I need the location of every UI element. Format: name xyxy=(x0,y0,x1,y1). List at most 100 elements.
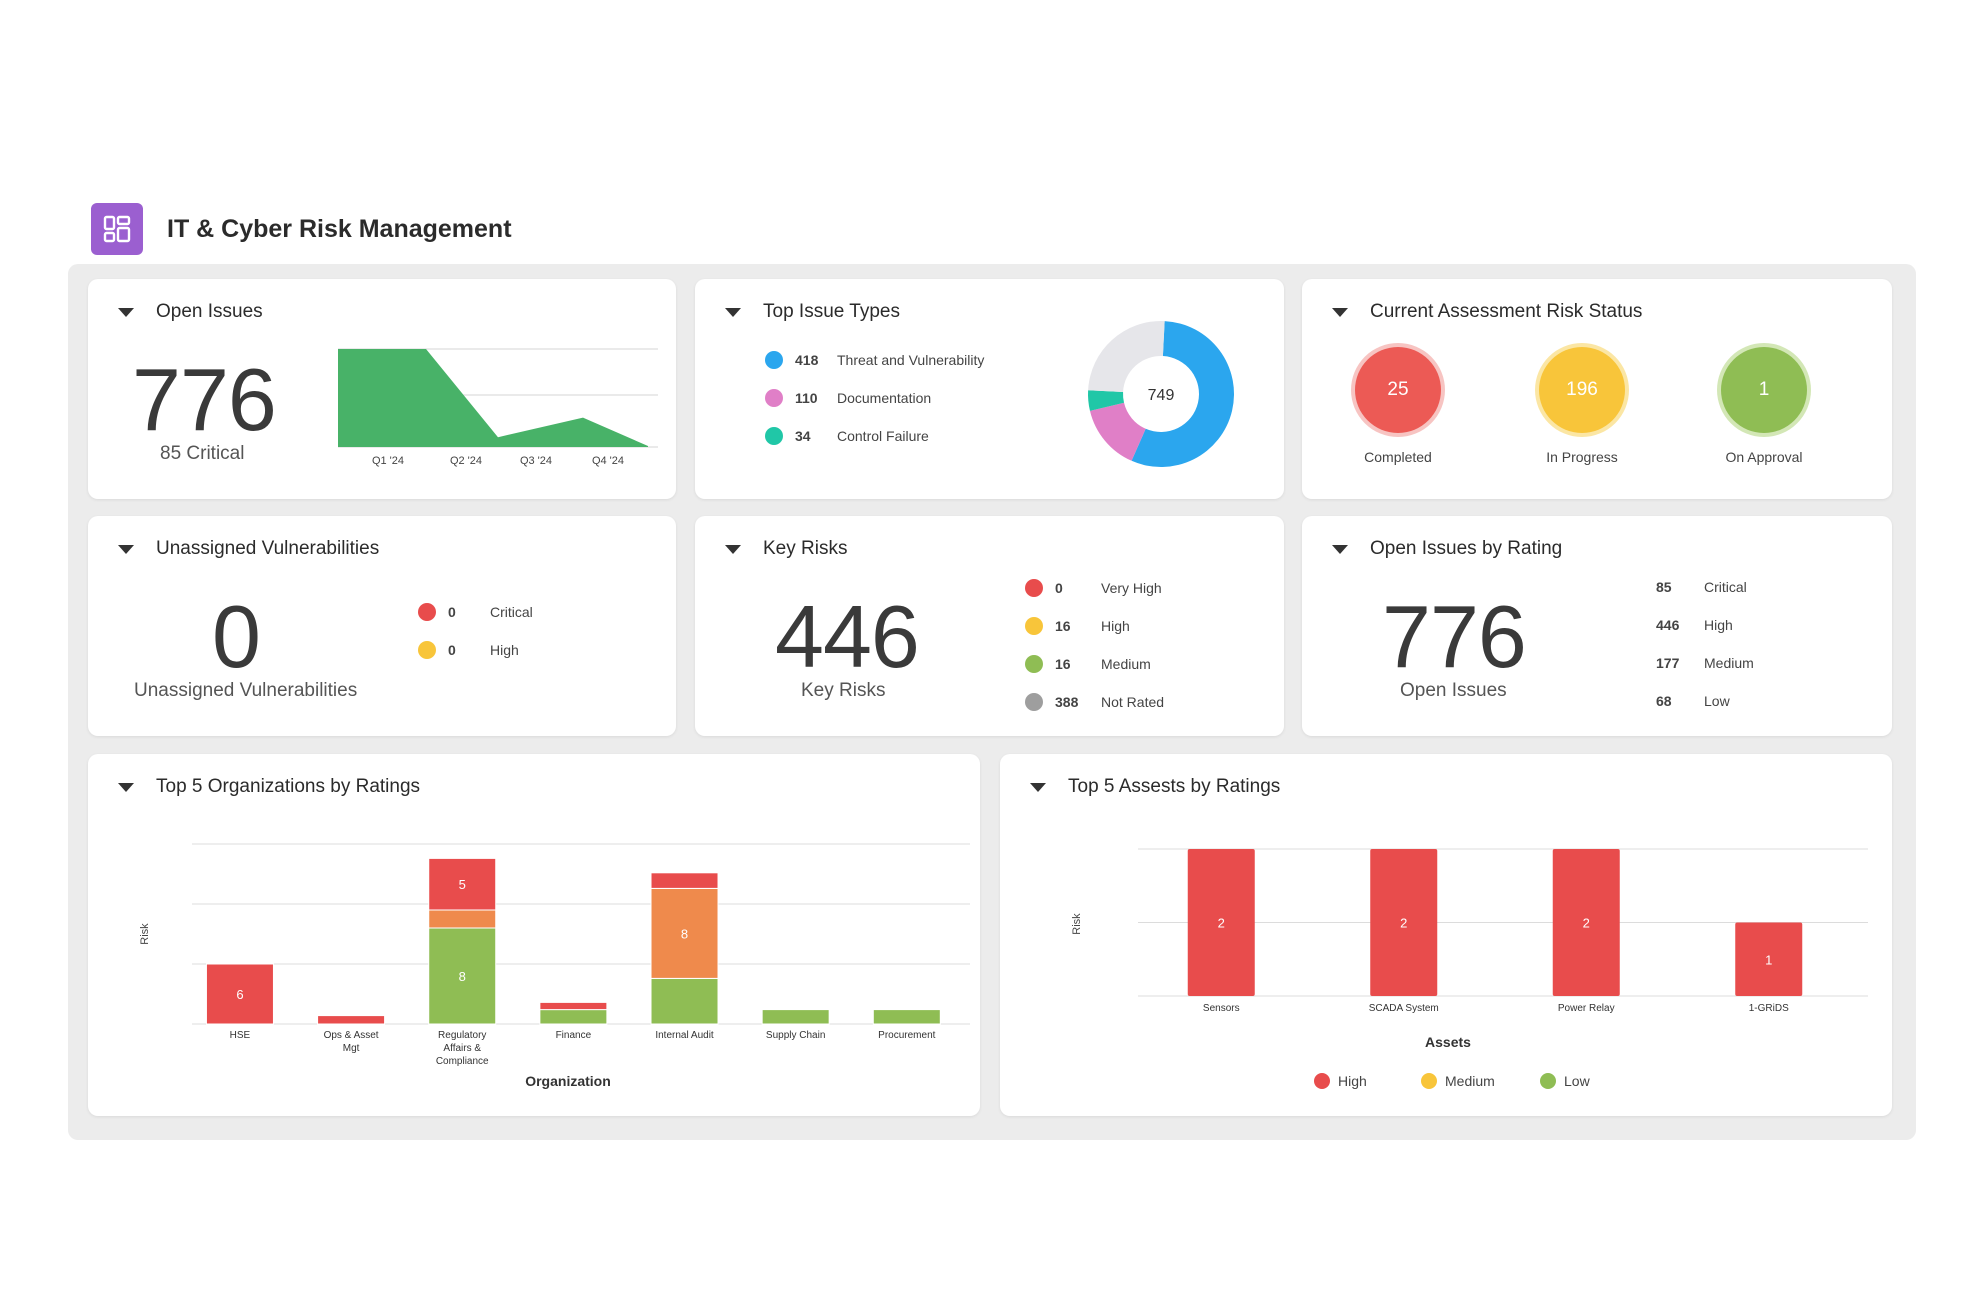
legend-count: 0 xyxy=(448,642,456,658)
bar xyxy=(1370,849,1438,996)
x-tick-label: Procurement xyxy=(878,1030,935,1041)
collapse-caret-icon[interactable] xyxy=(118,782,134,792)
legend-label: High xyxy=(1338,1073,1367,1089)
bar-segment xyxy=(539,1001,608,1011)
rating-legend-item: 85 Critical xyxy=(1656,579,1747,595)
open-issues-area-chart: Q1 '24 Q2 '24 Q3 '24 Q4 '24 xyxy=(338,348,658,467)
page-title: IT & Cyber Risk Management xyxy=(167,214,512,243)
bar-data-label: 6 xyxy=(236,987,243,1002)
x-tick-label: Mgt xyxy=(343,1043,360,1054)
key-risks-card: Key Risks 446 Key Risks 0 Very High 16 High… xyxy=(695,516,1284,736)
open-issues-card: Open Issues 776 85 Critical Q1 '24 Q2 '24… xyxy=(88,279,676,499)
bar-data-label: 8 xyxy=(459,969,466,984)
legend-count: 0 xyxy=(1055,580,1063,596)
x-tick-label: 1-GRiDS xyxy=(1749,1003,1789,1014)
legend-label: Medium xyxy=(1101,656,1151,672)
card-title: Top 5 Organizations by Ratings xyxy=(156,776,421,797)
bar-segment xyxy=(428,909,497,929)
legend-count: 446 xyxy=(1656,617,1680,633)
rating-legend-item: 16 High xyxy=(1025,617,1130,635)
collapse-caret-icon[interactable] xyxy=(1332,544,1348,554)
x-tick-label: Finance xyxy=(556,1030,592,1041)
unassigned-vulns-subtitle: Unassigned Vulnerabilities xyxy=(134,680,358,701)
bar-data-label: 2 xyxy=(1400,916,1407,931)
bar-segment xyxy=(317,1015,386,1025)
status-label: In Progress xyxy=(1546,449,1618,465)
legend-count: 418 xyxy=(795,352,819,368)
legend-count: 85 xyxy=(1656,579,1672,595)
legend-label: Control Failure xyxy=(837,428,929,444)
rating-legend-item: 68 Low xyxy=(1656,693,1730,709)
bar xyxy=(1735,922,1803,996)
legend-dot xyxy=(765,389,783,407)
top-orgs-bar-chart: Risk HSE Ops & Asset Mgt Regulatory Affairs &… xyxy=(139,843,970,1089)
x-tick-label: Ops & Asset xyxy=(324,1030,379,1041)
status-label: On Approval xyxy=(1725,449,1803,465)
status-circle: 196 xyxy=(1539,347,1625,433)
legend-dot xyxy=(765,351,783,369)
legend-dot xyxy=(418,603,436,621)
x-tick-label: Supply Chain xyxy=(766,1030,825,1041)
bar-data-label: 5 xyxy=(459,877,466,892)
legend-label: Threat and Vulnerability xyxy=(837,352,985,368)
bar-segment xyxy=(205,963,274,1025)
collapse-caret-icon[interactable] xyxy=(1332,307,1348,317)
x-tick-label: Internal Audit xyxy=(655,1030,714,1041)
bar-segment xyxy=(650,887,719,979)
legend-count: 34 xyxy=(795,428,811,444)
unassigned-vulns-card: Unassigned Vulnerabilities 0 Unassigned … xyxy=(88,516,676,736)
legend-label: High xyxy=(1101,618,1130,634)
issues-by-rating-card: Open Issues by Rating 776 Open Issues 85… xyxy=(1302,516,1892,736)
collapse-caret-icon[interactable] xyxy=(725,307,741,317)
legend-dot xyxy=(1540,1073,1556,1089)
x-tick-label: Q2 '24 xyxy=(450,455,482,467)
donut-slice xyxy=(1088,321,1165,393)
collapse-caret-icon[interactable] xyxy=(118,544,134,554)
card-title: Top 5 Assests by Ratings xyxy=(1068,776,1281,797)
legend-count: 68 xyxy=(1656,693,1672,709)
x-tick-label: HSE xyxy=(230,1030,251,1041)
bar-segment xyxy=(428,927,497,1025)
x-tick-label: Sensors xyxy=(1203,1003,1240,1014)
collapse-caret-icon[interactable] xyxy=(725,544,741,554)
x-tick-label: SCADA System xyxy=(1369,1003,1439,1014)
bar-segment xyxy=(650,977,719,1025)
legend-label: Medium xyxy=(1704,655,1754,671)
assessment-status-card: Current Assessment Risk Status 25 Complet… xyxy=(1302,279,1892,499)
bar-data-label: 2 xyxy=(1583,916,1590,931)
collapse-caret-icon[interactable] xyxy=(118,307,134,317)
card-title: Top Issue Types xyxy=(763,301,900,322)
x-tick-label: Q1 '24 xyxy=(372,455,404,467)
issues-by-rating-subtitle: Open Issues xyxy=(1400,680,1507,701)
donut-slice xyxy=(1088,390,1125,411)
rating-legend-item: 0 Very High xyxy=(1025,579,1162,597)
x-axis-label: Organization xyxy=(525,1073,611,1089)
donut-center-total: 749 xyxy=(1148,387,1175,404)
bar-segment xyxy=(761,1009,830,1025)
bar-data-label: 2 xyxy=(1218,916,1225,931)
legend-label: High xyxy=(490,642,519,658)
dashboard-board: Open Issues 776 85 Critical Q1 '24 Q2 '24… xyxy=(68,264,1916,1140)
donut-slice xyxy=(1131,321,1234,467)
legend-label: Critical xyxy=(1704,579,1747,595)
legend-dot xyxy=(1025,617,1043,635)
bar xyxy=(1187,849,1255,996)
collapse-caret-icon[interactable] xyxy=(1030,782,1046,792)
area-series xyxy=(338,349,648,447)
legend-label: Medium xyxy=(1445,1073,1495,1089)
issues-by-rating-total: 776 xyxy=(1382,587,1527,686)
y-axis-label: Risk xyxy=(139,923,151,945)
y-axis-label: Risk xyxy=(1071,913,1083,935)
status-circle: 1 xyxy=(1721,347,1807,433)
legend-label: Low xyxy=(1704,693,1730,709)
app-header: IT & Cyber Risk Management xyxy=(70,184,1910,274)
legend-count: 0 xyxy=(448,604,456,620)
issue-type-legend-item: 34 Control Failure xyxy=(765,427,929,445)
legend-label: Critical xyxy=(490,604,533,620)
bar-segment xyxy=(428,857,497,911)
key-risks-total: 446 xyxy=(775,587,920,686)
dashboard-grid-icon[interactable] xyxy=(91,203,143,255)
top-orgs-card: Top 5 Organizations by Ratings Risk HSE Op… xyxy=(88,754,980,1116)
open-issues-total: 776 xyxy=(132,350,277,449)
bar-data-label: 8 xyxy=(681,926,688,941)
